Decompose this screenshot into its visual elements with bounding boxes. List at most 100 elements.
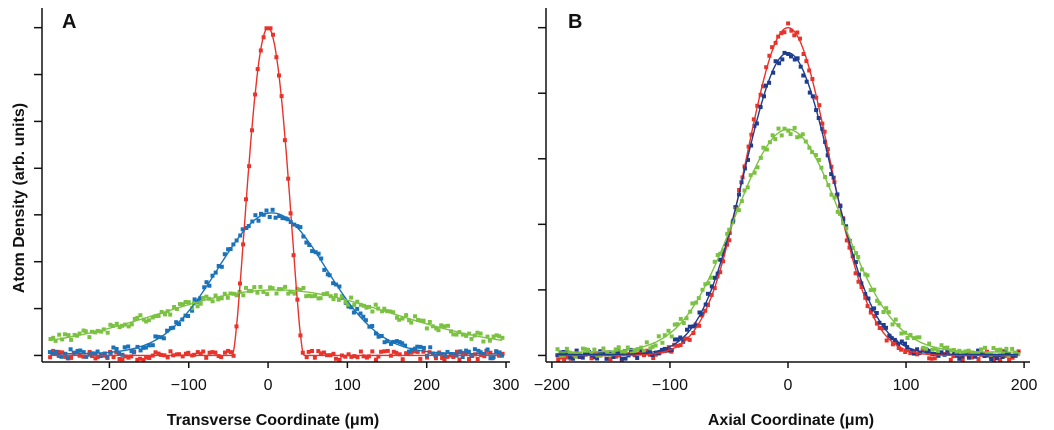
panel-a-data-point xyxy=(469,336,474,341)
panel-a-data-point xyxy=(268,26,273,31)
panel-a-data-point xyxy=(385,339,390,344)
panel-a-data-point xyxy=(394,339,399,344)
panel-a-data-point xyxy=(346,352,351,357)
panel-b-data-point xyxy=(903,341,907,346)
panel-a-data-point xyxy=(391,310,396,315)
panel-a-data-point xyxy=(316,296,321,301)
panel-b-data-point xyxy=(863,292,868,297)
panel-a-data-point xyxy=(268,285,273,290)
panel-a-data-point xyxy=(380,309,385,314)
panel-b-data-point xyxy=(899,331,904,336)
panel-a-data-point xyxy=(385,348,390,353)
panel-b-data-point xyxy=(648,346,653,351)
panel-a-data-point xyxy=(95,349,100,354)
panel-b-data-point xyxy=(687,324,692,329)
panel-b-data-point xyxy=(899,339,904,344)
panel-b-data-point xyxy=(577,354,582,359)
panel-b-data-point xyxy=(767,80,772,85)
panel-b-data-point xyxy=(869,307,874,312)
panel-b-data-point xyxy=(782,50,787,55)
panel-b-data-point xyxy=(804,59,809,64)
panel-a-data-point xyxy=(404,313,409,318)
panel-a-data-point xyxy=(195,350,200,355)
panel-b-data-point xyxy=(884,325,888,330)
panel-a-data-point xyxy=(207,350,212,355)
panel-a-data-point xyxy=(198,296,203,301)
panel-a-data-point xyxy=(431,352,436,356)
panel-a-data-point xyxy=(81,328,86,333)
panel-a-data-point xyxy=(56,349,61,354)
panel-a-data-point xyxy=(333,293,338,298)
panel-a-data-point xyxy=(120,323,125,328)
panel-b-data-point xyxy=(939,350,944,355)
panel-a-data-point xyxy=(141,358,146,362)
panel-a-data-point xyxy=(153,334,158,339)
panel-a-data-point xyxy=(60,350,65,355)
panel-a-data-point xyxy=(159,310,164,314)
panel-a-data-point xyxy=(307,243,312,247)
panel-b-data-point xyxy=(927,341,932,346)
panel-a-fit-curve xyxy=(49,289,503,341)
panel-b-data-point xyxy=(915,347,920,352)
panel-a-data-point xyxy=(304,294,309,299)
panel-a-data-point xyxy=(174,320,179,325)
panel-b-data-point xyxy=(685,327,689,332)
panel-a-data-point xyxy=(457,357,462,362)
panel-b-data-point xyxy=(976,348,981,353)
panel-a-data-point xyxy=(363,318,368,323)
panel-b-data-point xyxy=(754,121,759,126)
panel-a-data-point xyxy=(138,348,143,353)
panel-a-x-tick-label: 0 xyxy=(264,377,273,394)
panel-a-data-point xyxy=(288,289,293,294)
panel-b-data-point xyxy=(896,323,901,328)
panel-a-data-point xyxy=(415,344,420,349)
panel-b-data-point xyxy=(872,314,877,319)
panel-a-data-point xyxy=(53,338,58,343)
panel-a-data-point xyxy=(183,351,188,356)
panel-a-data-point xyxy=(244,285,248,290)
panel-a-data-point xyxy=(385,309,390,314)
panel-a-data-point xyxy=(51,348,56,353)
panel-a-data-point xyxy=(445,354,450,359)
panel-a-data-point xyxy=(192,297,197,302)
panel-b-data-point xyxy=(872,306,877,311)
panel-b-data-point xyxy=(813,153,818,157)
panel-b-data-point xyxy=(613,347,618,352)
panel-a-data-point xyxy=(325,291,330,296)
panel-a-data-point xyxy=(355,299,360,304)
panel-b-data-point xyxy=(734,207,739,212)
panel-a-data-point xyxy=(309,294,314,299)
panel-a-data-point xyxy=(494,349,499,354)
panel-b-data-point xyxy=(666,328,671,333)
panel-a-data-point xyxy=(222,252,227,257)
panel-a-data-point xyxy=(241,293,246,298)
panel-a-data-point xyxy=(397,352,402,357)
panel-b-data-point xyxy=(832,195,837,200)
panel-a-data-point xyxy=(68,347,73,352)
panel-a-data-point xyxy=(198,351,203,356)
panel-a-data-point xyxy=(467,357,471,361)
panel-a-data-point xyxy=(66,333,71,338)
panel-b-data-point xyxy=(592,347,597,352)
panel-a-data-point xyxy=(252,285,257,290)
panel-b-fit-curve xyxy=(557,52,1019,356)
panel-a-data-point xyxy=(358,302,363,307)
panel-a-data-point xyxy=(400,357,405,362)
panel-a-data-point xyxy=(312,355,317,360)
panel-b-data-point xyxy=(718,257,723,262)
panel-b-data-point xyxy=(780,57,785,62)
panel-b-data-point xyxy=(611,350,616,355)
panel-a-data-point xyxy=(126,324,131,329)
panel-a-data-point xyxy=(370,324,375,328)
panel-a-data-point xyxy=(264,208,269,213)
panel-a-data-point xyxy=(213,293,218,298)
panel-b-data-point xyxy=(951,354,956,359)
panel-a-data-point xyxy=(412,349,417,354)
panel-b-data-point xyxy=(742,188,747,193)
panel-a-data-point xyxy=(322,350,326,355)
panel-a-data-point xyxy=(349,295,354,300)
panel-b-data-point xyxy=(899,347,904,352)
panel-b-data-point xyxy=(616,349,621,354)
panel-a-data-point xyxy=(274,291,279,296)
panel-b-data-point xyxy=(715,253,720,258)
